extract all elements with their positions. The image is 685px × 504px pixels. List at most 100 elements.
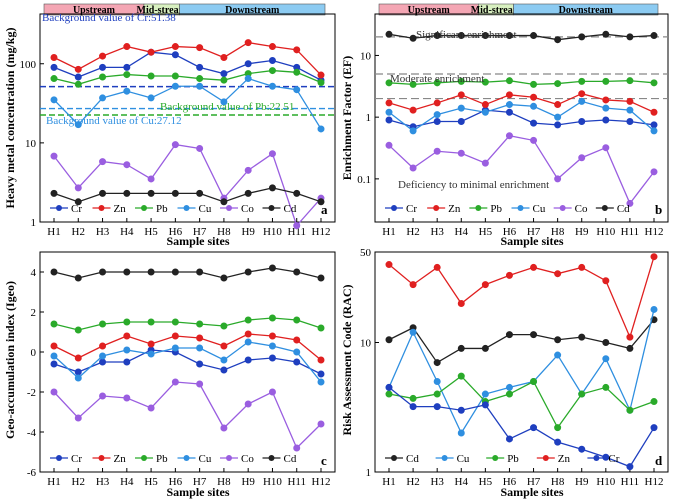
legend-label-cr: Cr [71,203,82,215]
point-zn [74,354,82,362]
point-zn [554,101,562,109]
annotation-cu-background: Background value of Cu:27.12 [46,115,182,127]
plot-frame [39,13,336,223]
legend-marker-cu [183,455,190,461]
point-cu [268,342,276,350]
legend-label-pb: Pb [507,453,519,465]
series-line-zn [53,41,322,76]
x-tick-label: H11 [287,476,306,488]
point-cu [602,355,610,363]
panel-letter-d: d [655,453,663,468]
point-cr [530,424,538,432]
point-pb [123,318,131,326]
annotation-cr-background: Background value of Cr:51.38 [42,12,176,24]
point-pb [457,77,465,85]
point-pb [457,372,465,380]
x-tick-label: H10 [596,226,615,238]
legend-marker-cr [391,205,397,211]
point-cr [457,406,465,414]
point-co [244,400,252,408]
point-zn [268,332,276,340]
point-pb [530,377,538,385]
point-co [220,424,228,432]
point-cu [385,108,393,116]
region-band-downstream [513,3,659,16]
point-zn [50,342,58,350]
point-pb [244,316,252,324]
point-cr [650,424,658,432]
point-pb [196,320,204,328]
point-cd [602,339,610,347]
x-tick-label: H10 [596,476,615,488]
point-cr [602,453,610,461]
legend-label-cu: Cu [199,203,212,215]
series-line-cd [388,319,655,364]
point-cu [317,378,325,386]
legend-marker-cr [593,455,600,461]
legend-label-cd: Cd [406,453,419,465]
point-cd [433,359,441,367]
point-cd [293,268,301,276]
x-tick-label: H5 [144,226,158,238]
point-co [293,444,301,452]
point-cr [385,116,393,124]
point-cr [578,445,586,453]
point-cd [602,30,610,38]
legend-label-co: Co [575,203,588,215]
legend-marker-cd [268,205,275,211]
legend-marker-cr [56,205,62,211]
point-cu [123,346,131,354]
point-cd [578,333,586,341]
point-cu [530,102,538,110]
point-cu [409,328,417,336]
point-zn [123,43,131,51]
y-tick-label: 10 [360,338,372,350]
legend-label-co: Co [241,203,254,215]
point-cr [74,73,82,81]
point-pb [530,80,538,88]
panel-c: -6 -4 -2 0 2 4 H1 H2 H3 H4 H5 H6 H7 H8 H9 H10 H11 H12 Cr Zn… [27,251,336,488]
point-cu [99,94,107,102]
x-tick-label: H3 [430,476,444,488]
point-pb [554,424,562,432]
panel-b: Upstream Mid-stream Downstream 0.1 1 10 H1 H2 H3… [357,3,669,238]
point-cd [317,198,325,206]
point-zn [385,261,393,269]
point-cu [626,106,634,114]
point-cr [626,463,634,471]
point-cu [171,82,179,90]
point-cr [293,358,301,366]
y-tick-label: -4 [27,427,37,439]
point-zn [293,336,301,344]
point-zn [293,46,301,54]
point-cd [578,33,586,41]
panel-d: 1 10 50 H1 H2 H3 H4 H5 H6 H7 H8 H9 H10 H11 H12 Cd Cu Pb Zn… [360,247,669,488]
point-cu [268,82,276,90]
x-tick-label: H2 [72,226,85,238]
legend-label-cr: Cr [71,453,82,465]
series-line-pb [53,69,322,85]
series-line-cu [388,100,655,132]
point-co [268,388,276,396]
xlabel-b: Sample sites [501,234,564,248]
point-cd [554,36,562,44]
point-cu [650,127,658,135]
x-tick-label: H12 [312,226,331,238]
point-zn [409,281,417,289]
point-cu [481,108,489,116]
y-tick-label: -6 [27,467,37,479]
point-cd [244,268,252,276]
point-pb [196,75,204,83]
point-cd [626,33,634,41]
y-tick-label: 50 [360,247,372,259]
point-zn [457,91,465,99]
point-cd [433,32,441,40]
region-label-midstream: Mid-stream [471,5,522,16]
point-co [50,388,58,396]
point-pb [50,75,58,83]
point-co [171,141,179,149]
point-zn [481,101,489,109]
point-co [74,184,82,192]
point-cu [196,344,204,352]
point-pb [147,318,155,326]
